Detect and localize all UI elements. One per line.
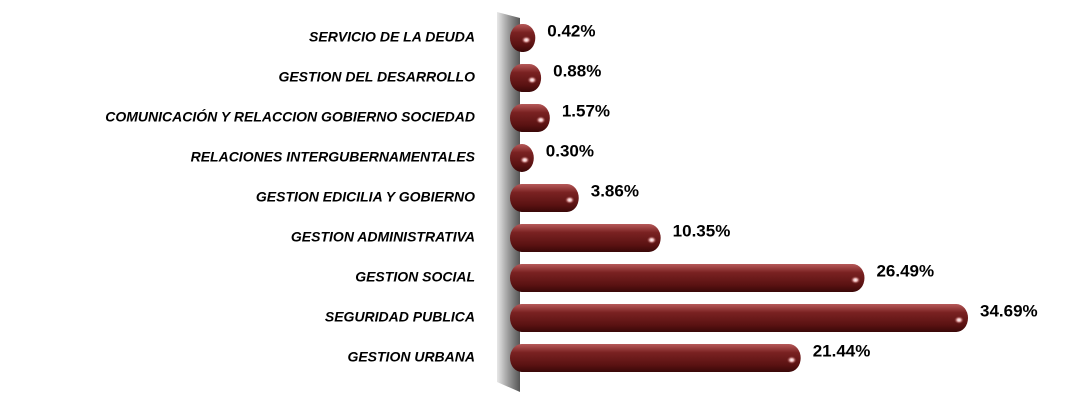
y-tick-label: GESTION EDICILIA Y GOBIERNO bbox=[256, 189, 475, 205]
bar bbox=[510, 304, 968, 332]
bar-highlight bbox=[850, 276, 861, 284]
data-label: 26.49% bbox=[876, 261, 934, 280]
y-tick-label: GESTION URBANA bbox=[347, 349, 475, 365]
bar-highlight bbox=[954, 316, 964, 324]
bar-highlight bbox=[527, 76, 538, 84]
bar-highlight bbox=[519, 156, 530, 164]
y-tick-label: GESTION ADMINISTRATIVA bbox=[291, 229, 475, 245]
y-tick-label: GESTION SOCIAL bbox=[355, 269, 475, 285]
y-tick-label: GESTION DEL DESARROLLO bbox=[278, 69, 475, 85]
bar bbox=[510, 224, 661, 252]
y-tick-label: RELACIONES INTERGUBERNAMENTALES bbox=[191, 149, 476, 165]
data-label: 1.57% bbox=[562, 101, 610, 120]
data-label: 3.86% bbox=[591, 181, 639, 200]
bar-highlight bbox=[646, 236, 657, 244]
bar bbox=[510, 344, 801, 372]
data-label: 0.42% bbox=[547, 21, 595, 40]
data-label: 10.35% bbox=[673, 221, 731, 240]
y-tick-label: COMUNICACIÓN Y RELACCION GOBIERNO SOCIED… bbox=[105, 108, 475, 125]
bar-highlight bbox=[535, 116, 546, 124]
data-label: 21.44% bbox=[813, 341, 871, 360]
bar bbox=[510, 184, 579, 212]
bar-highlight bbox=[786, 356, 797, 364]
bar-highlight bbox=[521, 36, 532, 44]
chart-wall bbox=[497, 12, 520, 392]
bar bbox=[510, 64, 542, 92]
data-label: 34.69% bbox=[980, 301, 1038, 320]
data-label: 0.88% bbox=[553, 61, 601, 80]
y-tick-label: SEGURIDAD PUBLICA bbox=[325, 309, 475, 325]
data-label: 0.30% bbox=[546, 141, 594, 160]
bar-highlight bbox=[564, 196, 575, 204]
bar bbox=[510, 104, 550, 132]
bar bbox=[510, 264, 865, 292]
y-tick-label: SERVICIO DE LA DEUDA bbox=[309, 29, 475, 45]
